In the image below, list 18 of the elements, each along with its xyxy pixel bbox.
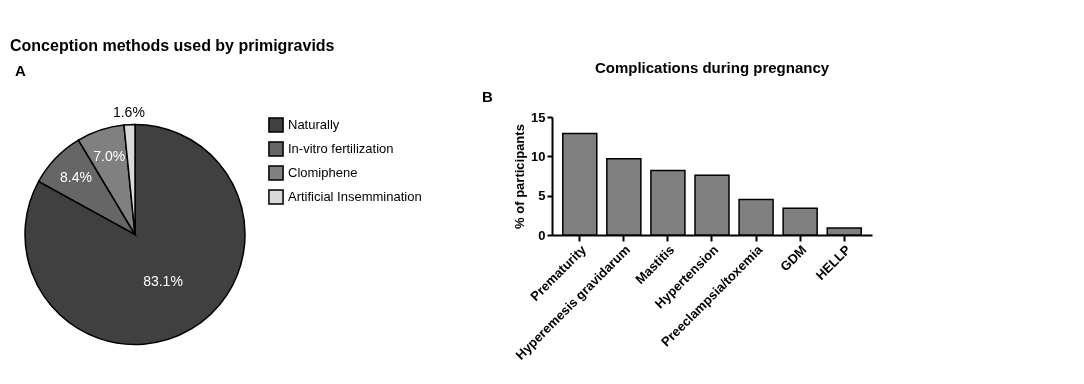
data-label: 83.1% [143,272,183,289]
y-tick-label: 15 [531,109,546,125]
y-tick-label: 0 [538,227,546,243]
legend-label: Naturally [288,117,340,132]
y-axis-title: % of participants [512,124,528,229]
y-tick-label: 5 [538,188,546,204]
legend-label: Artificial Insemmination [288,189,422,204]
data-label: 1.6% [112,103,145,120]
chart-title: Conception methods used by primigravids [10,37,335,54]
text: A [15,62,26,79]
chart-title: Complications during pregnancy [594,59,830,76]
text: B [482,88,493,105]
y-tick-label: 10 [531,148,546,164]
data-label: 8.4% [60,168,92,185]
legend-label: Clomiphene [288,165,358,180]
data-label: 7.0% [93,147,126,164]
pie-slice [24,123,246,346]
legend-label: In-vitro fertilization [288,141,394,156]
